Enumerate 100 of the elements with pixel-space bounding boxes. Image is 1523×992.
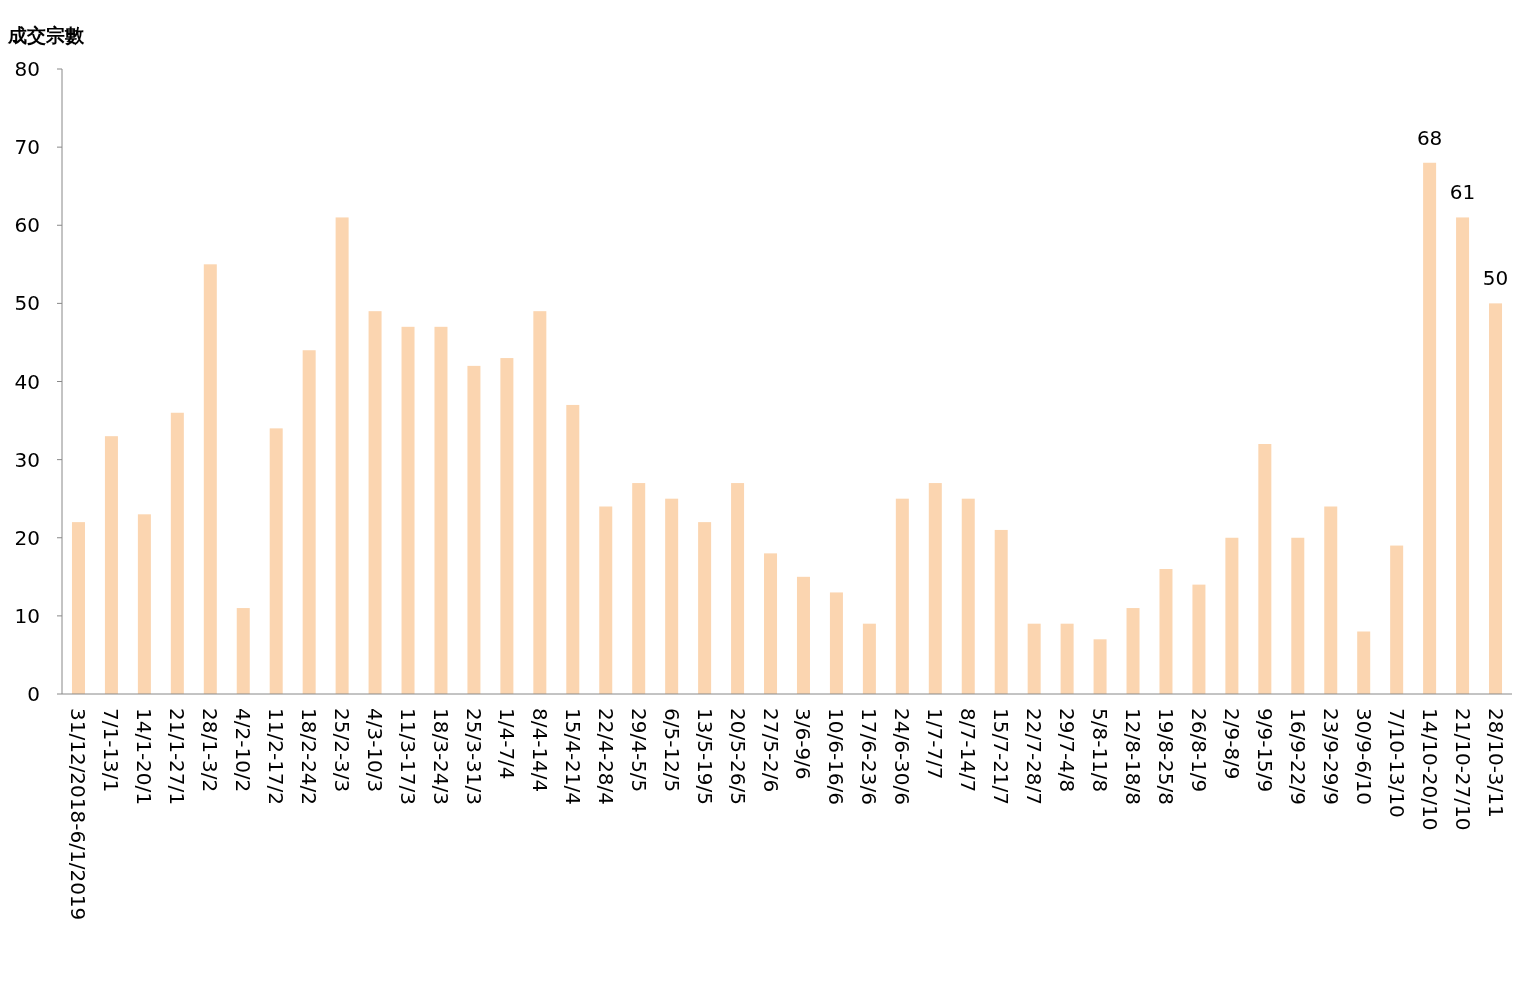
bar — [1159, 569, 1173, 694]
bar — [368, 311, 382, 694]
x-tick-label: 25/2-3/3 — [330, 708, 355, 793]
y-tick-label: 60 — [14, 213, 40, 238]
x-tick-label: 15/7-21/7 — [989, 708, 1014, 806]
x-tick-label: 28/1-3/2 — [198, 708, 223, 793]
y-tick-label: 10 — [14, 603, 40, 628]
x-tick-label: 21/10-27/10 — [1450, 708, 1475, 831]
bar — [269, 428, 283, 694]
x-tick-label: 3/6-9/6 — [791, 708, 816, 780]
x-tick-label: 30/9-6/10 — [1351, 708, 1376, 806]
bar — [1192, 584, 1206, 694]
x-tick-label: 29/7-4/8 — [1055, 708, 1080, 793]
bar — [1489, 303, 1503, 694]
y-tick-label: 0 — [27, 682, 40, 706]
bar — [731, 483, 745, 694]
bar — [829, 592, 843, 694]
bar — [500, 358, 514, 694]
bar — [1456, 217, 1470, 694]
bar — [895, 498, 909, 694]
x-tick-label: 26/8-1/9 — [1186, 708, 1211, 793]
x-tick-label: 11/3-17/3 — [396, 708, 421, 806]
bar — [566, 404, 580, 694]
bar — [1093, 639, 1107, 694]
x-tick-label: 18/2-24/2 — [297, 708, 322, 806]
bar — [1258, 444, 1272, 694]
x-tick-label: 1/7-7/7 — [923, 708, 948, 780]
x-tick-label: 8/7-14/7 — [956, 708, 981, 793]
x-tick-label: 19/8-25/8 — [1153, 708, 1178, 806]
bar — [104, 436, 118, 694]
x-tick-label: 9/9-15/9 — [1252, 708, 1277, 793]
y-tick-label: 70 — [14, 135, 40, 160]
x-tick-label: 1/4-7/4 — [494, 708, 519, 780]
bar — [302, 350, 316, 694]
bar — [764, 553, 778, 694]
bar — [467, 365, 481, 694]
x-tick-label: 21/1-27/1 — [165, 708, 190, 806]
x-tick-label: 10/6-16/6 — [824, 708, 849, 806]
x-tick-label: 14/10-20/10 — [1417, 708, 1442, 831]
bar — [434, 326, 448, 694]
x-tick-label: 4/2-10/2 — [231, 708, 256, 793]
bar — [1126, 608, 1140, 694]
data-label: 68 — [1416, 125, 1443, 150]
bar — [236, 608, 250, 694]
data-label: 61 — [1449, 180, 1476, 205]
y-tick-label: 50 — [14, 291, 40, 316]
y-tick-label: 80 — [14, 57, 40, 81]
x-tick-label: 7/10-13/10 — [1384, 708, 1409, 818]
bar — [71, 522, 85, 694]
y-axis-title: 成交宗數 — [7, 24, 85, 46]
x-tick-label: 11/2-17/2 — [264, 708, 289, 806]
x-tick-label: 22/4-28/4 — [593, 708, 618, 806]
bar — [698, 522, 712, 694]
x-tick-label: 5/8-11/8 — [1088, 708, 1113, 793]
x-tick-label: 28/10-3/11 — [1483, 708, 1508, 818]
bar — [599, 506, 613, 694]
bar — [170, 412, 184, 694]
x-tick-label: 22/7-28/7 — [1022, 708, 1047, 806]
bar — [1423, 162, 1437, 694]
x-tick-label: 18/3-24/3 — [428, 708, 453, 806]
x-tick-label: 15/4-21/4 — [560, 708, 585, 806]
bar — [961, 498, 975, 694]
bar — [994, 529, 1008, 694]
bar — [401, 326, 415, 694]
x-tick-label: 2/9-8/9 — [1219, 708, 1244, 780]
x-tick-label: 14/1-20/1 — [132, 708, 157, 806]
bar — [665, 498, 679, 694]
x-tick-label: 4/3-10/3 — [363, 708, 388, 793]
bar — [1225, 537, 1239, 694]
bar — [1390, 545, 1404, 694]
bar — [862, 623, 876, 694]
x-tick-label: 17/6-23/6 — [857, 708, 882, 806]
x-tick-label: 31/12/2018-6/1/2019 — [66, 708, 91, 921]
bar — [137, 514, 151, 694]
bar — [1324, 506, 1338, 694]
x-tick-label: 13/5-19/5 — [692, 708, 717, 806]
x-tick-label: 23/9-29/9 — [1318, 708, 1343, 806]
bar — [928, 483, 942, 694]
bar — [1357, 631, 1371, 694]
x-tick-label: 12/8-18/8 — [1121, 708, 1146, 806]
bar — [632, 483, 646, 694]
bar — [335, 217, 349, 694]
x-tick-label: 24/6-30/6 — [890, 708, 915, 806]
x-tick-label: 20/5-26/5 — [725, 708, 750, 806]
y-tick-label: 40 — [14, 369, 40, 394]
bar — [203, 264, 217, 694]
x-tick-label: 27/5-2/6 — [758, 708, 783, 793]
bar — [1060, 623, 1074, 694]
x-tick-label: 16/9-22/9 — [1285, 708, 1310, 806]
bar — [533, 311, 547, 694]
x-tick-label: 25/3-31/3 — [461, 708, 486, 806]
bar — [796, 576, 810, 694]
x-tick-label: 8/4-14/4 — [527, 708, 552, 793]
y-tick-label: 30 — [14, 447, 40, 472]
bar — [1027, 623, 1041, 694]
data-label: 50 — [1482, 266, 1509, 291]
y-tick-label: 20 — [14, 525, 40, 550]
x-tick-label: 29/4-5/5 — [626, 708, 651, 793]
bar — [1291, 537, 1305, 694]
x-tick-label: 6/5-12/5 — [659, 708, 684, 793]
